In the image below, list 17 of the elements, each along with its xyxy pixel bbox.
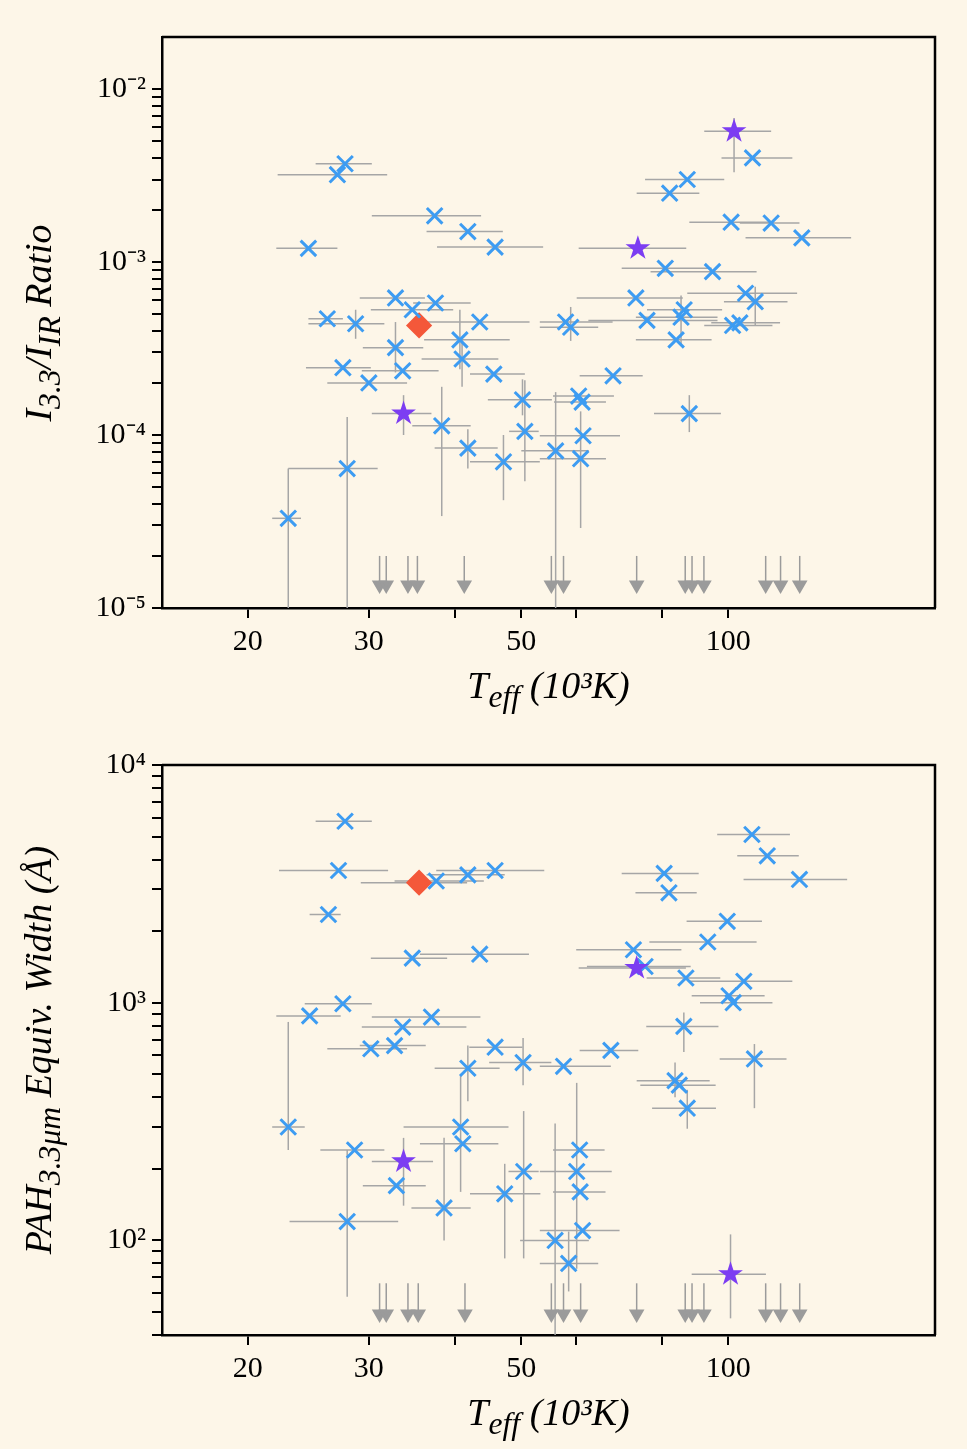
x-tick-label: 100 — [705, 622, 751, 656]
x-tick-label: 30 — [353, 622, 384, 656]
x-tick-label: 50 — [506, 622, 537, 656]
x-axis-title: T$_{eff}$ (10³K) — [466, 1390, 631, 1442]
x-tick-label: 100 — [705, 1349, 751, 1383]
x-tick-label: 50 — [506, 1349, 537, 1383]
y-tick-label: 10⁴ — [105, 745, 146, 779]
x-axis-title: T$_{eff}$ (10³K) — [466, 663, 631, 715]
y-tick-label: 10³ — [107, 983, 146, 1017]
y-tick-label: 10² — [107, 1221, 146, 1255]
x-tick-label: 30 — [353, 1349, 384, 1383]
y-tick-label: 10⁻² — [97, 69, 146, 103]
y-tick-label: 10⁻³ — [97, 242, 146, 276]
y-tick-label: 10⁻⁵ — [95, 588, 146, 622]
x-tick-label: 20 — [232, 1349, 263, 1383]
y-tick-label: 10⁻⁴ — [95, 415, 146, 449]
x-tick-label: 20 — [232, 622, 263, 656]
